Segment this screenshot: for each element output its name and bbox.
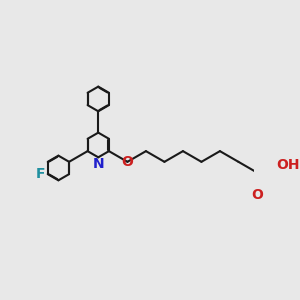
Text: O: O [122, 155, 134, 169]
Text: F: F [35, 167, 45, 181]
Text: OH: OH [276, 158, 300, 172]
Text: O: O [251, 188, 263, 202]
Text: N: N [92, 157, 104, 171]
